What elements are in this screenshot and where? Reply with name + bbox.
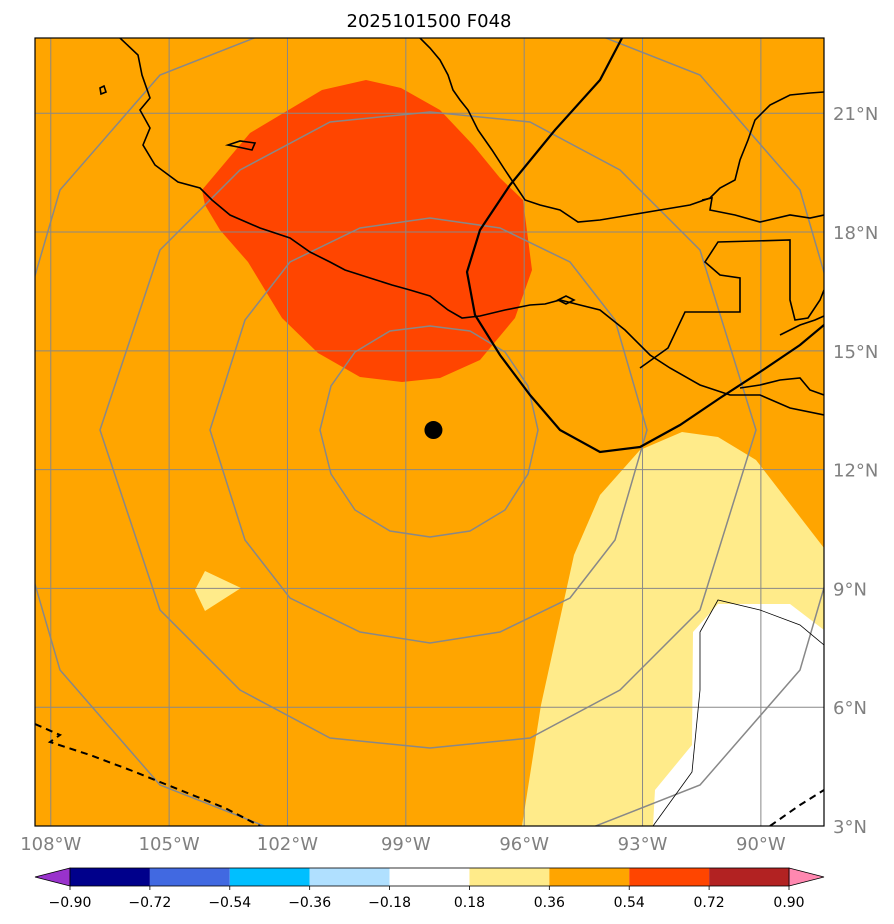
colorbar: −0.90 −0.72 −0.54 −0.36 −0.18 0.18 0.36 0.54 0.7… [34,867,825,911]
colorbar-label-2: −0.54 [208,895,251,911]
coastline-honduras [739,377,824,396]
range-rings [35,38,824,826]
range-ring-3 [99,111,757,749]
colorbar-label-8: 0.72 [694,895,725,911]
colorbar-segment-0 [70,868,150,886]
neutral-contour [652,599,824,826]
colorbar-segment-2 [229,868,310,886]
lat-tick-label-1: 6°N [833,698,867,719]
chart-title: 2025101500 F048 [347,11,512,32]
lat-tick-label-3: 12°N [833,461,878,482]
colorbar-segment-6 [549,868,630,886]
lon-tick-label-5: 93°W [618,834,668,855]
lon-tick-label-4: 96°W [499,834,549,855]
colorbar-segment-7 [629,868,710,886]
lon-tick-label-0: 108°W [20,834,81,855]
colorbar-segment-4 [389,868,470,886]
colorbar-segment-1 [149,868,230,886]
island-1 [99,84,107,96]
lat-tick-label-4: 15°N [833,342,878,363]
lat-tick-label-6: 21°N [833,104,878,125]
range-ring-4 [35,38,824,826]
coastline-caribbean [779,315,824,336]
lat-tick-label-2: 9°N [833,579,867,600]
gridlines [35,38,824,826]
coastline-yucatan [701,196,824,223]
lon-tick-label-2: 102°W [257,834,318,855]
dashed-boundary-se [769,789,824,826]
colorbar-segment-3 [309,868,390,886]
lon-tick-label-1: 105°W [139,834,200,855]
border-guatemala [639,239,824,369]
dashed-boundaries [35,723,824,826]
lat-tick-label-0: 3°N [833,817,867,838]
range-ring-1 [319,325,539,538]
lat-tick-label-5: 18°N [833,223,878,244]
field-fill-neutral [653,604,824,826]
longitude-labels: 108°W 105°W 102°W 99°W 96°W 93°W 90°W [20,834,786,855]
dashed-boundary-sw [35,723,261,826]
colorbar-label-9: 0.90 [773,895,804,911]
colorbar-label-4: −0.18 [368,895,411,911]
colorbar-segment-8 [709,868,789,886]
colorbar-label-0: −0.90 [49,895,92,911]
range-ring-2 [209,217,648,644]
field-fill-low-small [195,571,241,611]
latitude-labels: 3°N 6°N 9°N 12°N 15°N 18°N 21°N [833,104,878,838]
island-2 [224,140,257,151]
colorbar-segment-5 [469,868,550,886]
coastline-pacific-mexico [119,38,824,416]
colorbar-extend-max [788,867,825,887]
colorbar-label-5: 0.18 [454,895,485,911]
lon-tick-label-3: 99°W [381,834,431,855]
map-area [35,38,824,826]
colorbar-label-1: −0.72 [128,895,171,911]
field-fill-high [202,80,532,382]
colorbar-label-3: −0.36 [288,895,331,911]
coastline-gulf-mexico [419,38,824,223]
colorbar-frame [69,867,790,887]
colorbar-extend-min [34,867,71,887]
island-3 [556,295,576,305]
lon-tick-label-6: 90°W [736,834,786,855]
map-border [34,37,825,827]
colorbar-label-6: 0.36 [534,895,565,911]
colorbar-label-7: 0.54 [614,895,645,911]
forecast-track [465,38,824,454]
center-marker [424,421,443,440]
coastlines [99,38,824,416]
